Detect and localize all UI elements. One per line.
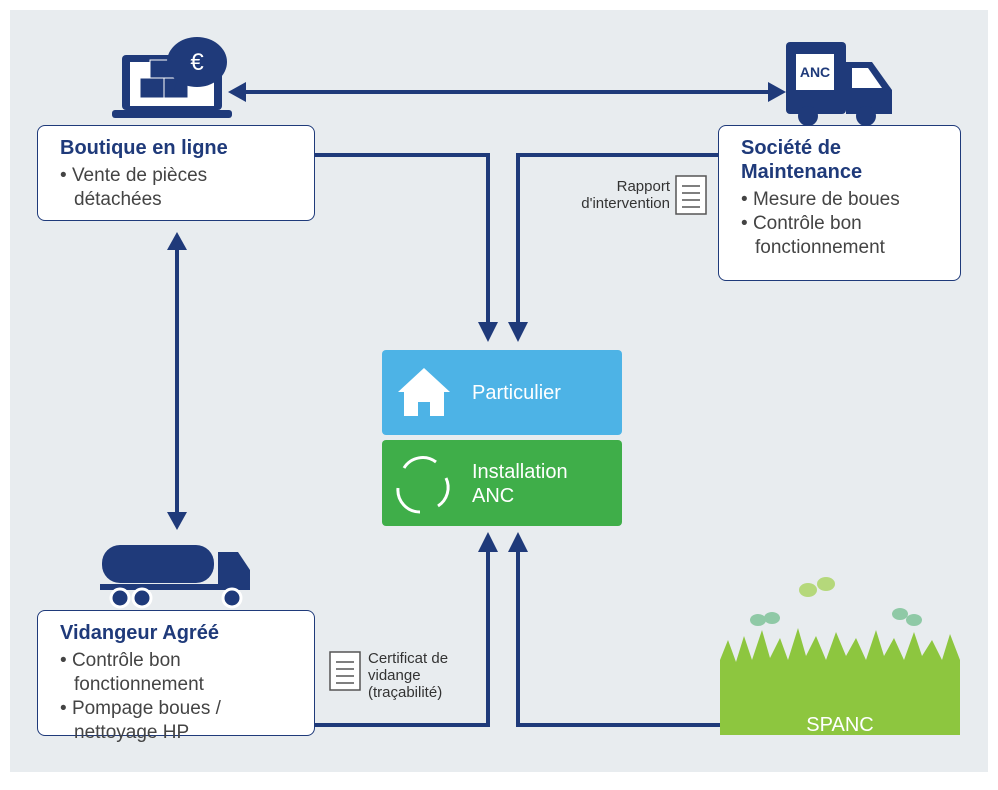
shop-node: Boutique en ligne Vente de pièces détach… <box>37 125 315 221</box>
maintenance-node: Société de Maintenance Mesure de bouesCo… <box>718 125 961 281</box>
bullet: Pompage boues / nettoyage HP <box>60 697 280 745</box>
certificate-note: Certificat de vidange (traçabilité) <box>368 650 458 701</box>
installation-label: Installation ANC <box>472 460 582 508</box>
bullet: Vente de pièces détachées <box>60 164 260 212</box>
currency-symbol: € <box>190 49 204 76</box>
diagram: € ANC Boutique en ligne Vente de pièces … <box>0 0 998 790</box>
node-title: Vidangeur Agréé <box>60 621 292 645</box>
report-note: Rapport d'intervention <box>548 178 670 212</box>
particulier-label: Particulier <box>472 381 561 405</box>
truck-badge: ANC <box>800 64 830 80</box>
vidangeur-node: Vidangeur Agréé Contrôle bon fonctionnem… <box>37 610 315 736</box>
node-title: Boutique en ligne <box>60 136 292 160</box>
bullet: Contrôle bon fonctionnement <box>741 212 925 260</box>
node-title: Société de Maintenance <box>741 136 891 184</box>
spanc-label: SPANC <box>720 713 960 737</box>
bullet: Contrôle bon fonctionnement <box>60 649 280 697</box>
bullet: Mesure de boues <box>741 188 938 212</box>
